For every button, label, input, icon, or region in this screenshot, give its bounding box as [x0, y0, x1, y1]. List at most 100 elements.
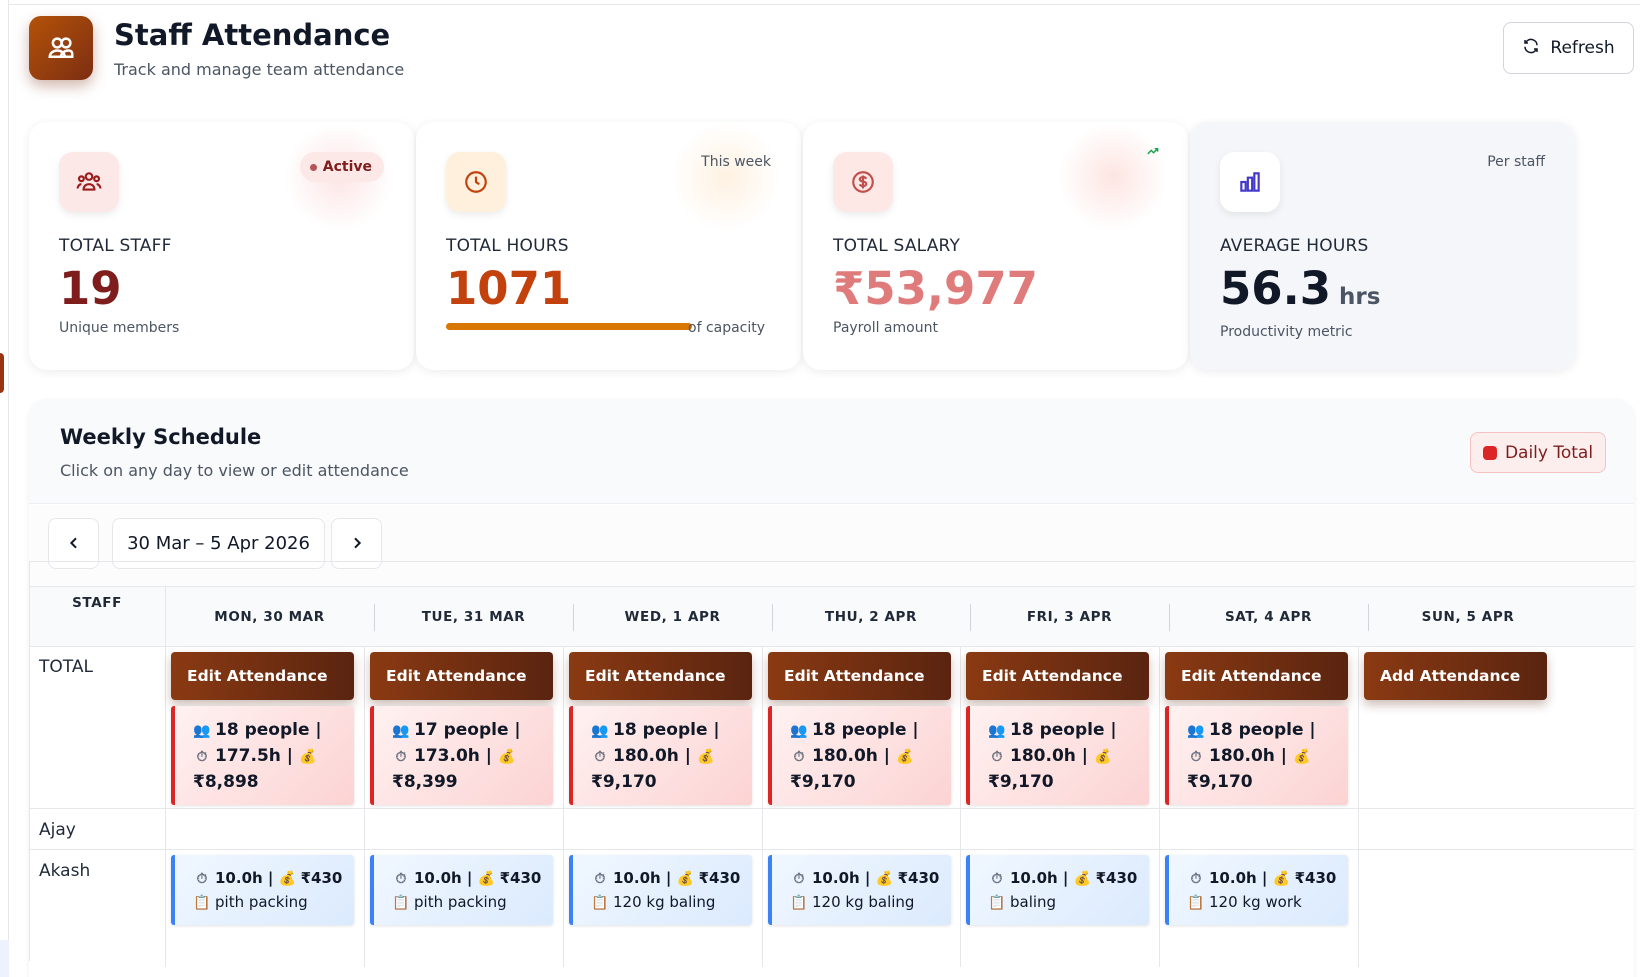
entry-task: baling	[1010, 893, 1057, 911]
money-bag-icon: 💰	[697, 749, 715, 765]
column-divider	[165, 587, 166, 967]
money-bag-icon: 💰	[676, 871, 695, 887]
edit-attendance-button[interactable]: Edit Attendance	[768, 652, 951, 700]
money-bag-icon: 💰	[875, 871, 894, 887]
attendance-entry-card[interactable]: ⏱ 10.0h | 💰 ₹430 📋 120 kg baling	[569, 855, 752, 925]
daily-total-card[interactable]: 👥 18 people | ⏱ 180.0h | 💰 ₹9,170	[966, 706, 1149, 805]
people-icon: 👥	[591, 723, 609, 739]
legend-label: Daily Total	[1504, 442, 1594, 463]
refresh-icon	[1522, 37, 1540, 60]
attendance-entry-card[interactable]: ⏱ 10.0h | 💰 ₹430 📋 baling	[966, 855, 1149, 925]
stat-label: AVERAGE HOURS	[1220, 236, 1369, 256]
clipboard-icon: 📋	[193, 895, 211, 911]
column-divider	[563, 647, 564, 967]
row-divider	[29, 849, 1634, 850]
status-badge: Active	[299, 152, 384, 182]
chevron-right-icon	[349, 532, 365, 556]
column-divider	[762, 647, 763, 967]
table-border	[29, 561, 30, 961]
bar-chart-icon	[1220, 152, 1280, 212]
stat-sub: Productivity metric	[1220, 324, 1353, 340]
header-separator	[573, 604, 574, 631]
entry-hours: 10.0h |	[414, 869, 473, 887]
clipboard-icon: 📋	[1187, 895, 1205, 911]
daily-total-card[interactable]: 👥 18 people | ⏱ 180.0h | 💰 ₹9,170	[768, 706, 951, 805]
stat-sub: Payroll amount	[833, 320, 938, 336]
daily-people: 18 people |	[1010, 720, 1117, 740]
stopwatch-icon: ⏱	[793, 871, 805, 887]
stat-card-total-salary: TOTAL SALARY ₹53,977 Payroll amount	[803, 122, 1188, 370]
daily-hours: 177.5h |	[215, 746, 294, 766]
stat-label: TOTAL SALARY	[833, 236, 961, 256]
daily-people: 18 people |	[812, 720, 919, 740]
daily-total-card[interactable]: 👥 17 people | ⏱ 173.0h | 💰 ₹8,399	[370, 706, 553, 805]
daily-hours: 180.0h |	[1209, 746, 1288, 766]
entry-hours: 10.0h |	[1209, 869, 1268, 887]
daily-amount: ₹9,170	[790, 772, 856, 792]
money-bag-icon: 💰	[1272, 871, 1291, 887]
stat-value-wrap: 56.3 hrs	[1220, 262, 1380, 315]
date-range-display[interactable]: 30 Mar – 5 Apr 2026	[112, 518, 325, 569]
refresh-label: Refresh	[1550, 38, 1615, 58]
edit-attendance-button[interactable]: Edit Attendance	[370, 652, 553, 700]
entry-task: pith packing	[215, 893, 308, 911]
column-header-day: SUN, 5 APR	[1421, 609, 1515, 625]
daily-total-card[interactable]: 👥 18 people | ⏱ 180.0h | 💰 ₹9,170	[569, 706, 752, 805]
money-bag-icon: 💰	[1073, 871, 1092, 887]
attendance-entry-card[interactable]: ⏱ 10.0h | 💰 ₹430 📋 120 kg baling	[768, 855, 951, 925]
attendance-entry-card[interactable]: ⏱ 10.0h | 💰 ₹430 📋 pith packing	[370, 855, 553, 925]
stopwatch-icon: ⏱	[196, 871, 208, 887]
previous-week-button[interactable]	[48, 518, 99, 569]
stopwatch-icon: ⏱	[1190, 749, 1202, 765]
stopwatch-icon: ⏱	[991, 749, 1003, 765]
stat-card-total-hours: This week TOTAL HOURS 1071 of capacity	[416, 122, 801, 370]
clipboard-icon: 📋	[591, 895, 609, 911]
stat-sub: Unique members	[59, 320, 180, 336]
entry-task: pith packing	[414, 893, 507, 911]
stopwatch-icon: ⏱	[395, 871, 407, 887]
top-divider	[9, 4, 1640, 5]
daily-people: 18 people |	[215, 720, 322, 740]
daily-hours: 180.0h |	[613, 746, 692, 766]
daily-amount: ₹8,898	[193, 772, 259, 792]
header-separator	[772, 604, 773, 631]
daily-total-card[interactable]: 👥 18 people | ⏱ 177.5h | 💰 ₹8,898	[171, 706, 354, 805]
left-rail	[0, 0, 9, 977]
header-separator	[1169, 604, 1170, 631]
stat-sub: of capacity	[688, 320, 766, 336]
row-label-staff: Akash	[39, 861, 91, 881]
stat-value: 19	[59, 262, 122, 315]
people-icon: 👥	[193, 723, 211, 739]
edit-attendance-button[interactable]: Edit Attendance	[1165, 652, 1348, 700]
attendance-entry-card[interactable]: ⏱ 10.0h | 💰 ₹430 📋 120 kg work	[1165, 855, 1348, 925]
sidebar-toggle-tab[interactable]	[0, 353, 4, 393]
edit-attendance-button[interactable]: Edit Attendance	[966, 652, 1149, 700]
edit-attendance-button[interactable]: Edit Attendance	[569, 652, 752, 700]
attendance-entry-card[interactable]: ⏱ 10.0h | 💰 ₹430 📋 pith packing	[171, 855, 354, 925]
status-dot	[309, 163, 317, 171]
users-icon	[59, 152, 119, 212]
stopwatch-icon: ⏱	[594, 749, 606, 765]
add-attendance-button[interactable]: Add Attendance	[1364, 652, 1547, 700]
entry-amount: ₹430	[300, 869, 343, 887]
people-icon: 👥	[988, 723, 1006, 739]
column-divider	[1159, 647, 1160, 967]
money-bag-icon: 💰	[498, 749, 516, 765]
next-week-button[interactable]	[331, 518, 382, 569]
daily-hours: 180.0h |	[1010, 746, 1089, 766]
weekly-schedule-panel: Weekly Schedule Click on any day to view…	[29, 400, 1634, 977]
page-header: Staff Attendance Track and manage team a…	[29, 16, 1634, 86]
column-header-day: WED, 1 APR	[624, 609, 721, 625]
users-icon	[29, 16, 93, 80]
daily-amount: ₹9,170	[1187, 772, 1253, 792]
stat-value: 1071	[446, 262, 572, 315]
refresh-button[interactable]: Refresh	[1503, 22, 1634, 74]
column-divider	[960, 647, 961, 967]
daily-total-card[interactable]: 👥 18 people | ⏱ 180.0h | 💰 ₹9,170	[1165, 706, 1348, 805]
stat-card-average-hours: Per staff AVERAGE HOURS 56.3 hrs Producti…	[1190, 122, 1575, 370]
stopwatch-icon: ⏱	[991, 871, 1003, 887]
stopwatch-icon: ⏱	[594, 871, 606, 887]
edit-attendance-button[interactable]: Edit Attendance	[171, 652, 354, 700]
stopwatch-icon: ⏱	[793, 749, 805, 765]
